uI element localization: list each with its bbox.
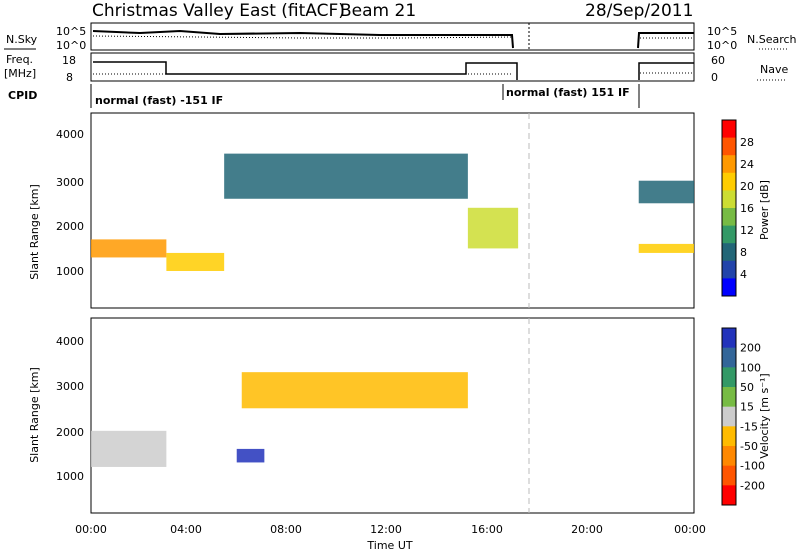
velocity-colorbar-tick-6: -100 <box>740 460 765 473</box>
nave-tick-bottom: 0 <box>711 71 718 84</box>
power-colorbar-swatch-2 <box>722 155 736 174</box>
velocity-colorbar-tick-0: 200 <box>740 342 761 355</box>
velocity-colorbar-tick-1: 100 <box>740 361 761 374</box>
nsky-tick-bottom: 10^0 <box>56 39 86 52</box>
velocity-colorbar-swatch-2 <box>722 367 736 388</box>
power-colorbar-swatch-9 <box>722 278 736 297</box>
power-colorbar-swatch-4 <box>722 190 736 209</box>
freq-tick-top: 18 <box>62 54 76 67</box>
power-colorbar-swatch-1 <box>722 137 736 156</box>
velocity-colorbar-swatch-8 <box>722 485 736 506</box>
xtick-1600: 16:00 <box>471 523 503 536</box>
cpid-label: CPID <box>8 89 37 102</box>
nsky-label: N.Sky <box>6 33 38 46</box>
velocity-colorbar-swatch-7 <box>722 465 736 486</box>
power-band-3 <box>467 207 519 249</box>
velocity-colorbar-swatch-5 <box>722 426 736 447</box>
power-colorbar-tick-1: 24 <box>740 158 754 171</box>
power-colorbar-tick-3: 16 <box>740 202 754 215</box>
power-colorbar-tick-5: 8 <box>740 246 747 259</box>
power-colorbar-tick-2: 20 <box>740 180 754 193</box>
velocity-colorbar-swatch-4 <box>722 406 736 427</box>
velocity-colorbar-tick-4: -15 <box>740 420 758 433</box>
velocity-colorbar-swatch-1 <box>722 347 736 368</box>
freq-label: Freq. <box>6 53 33 66</box>
velocity-ytick-2000: 2000 <box>56 426 84 439</box>
velocity-ytick-4000: 4000 <box>56 335 84 348</box>
velocity-ylabel: Slant Range [km] <box>28 367 41 463</box>
power-colorbar-swatch-6 <box>722 225 736 244</box>
power-colorbar-swatch-0 <box>722 120 736 139</box>
velocity-ytick-3000: 3000 <box>56 380 84 393</box>
power-ytick-4000: 4000 <box>56 128 84 141</box>
power-panel: Slant Range [km] 4000 3000 2000 1000 282… <box>28 112 771 309</box>
cpid-segment-2: normal (fast) 151 IF <box>506 86 630 99</box>
power-colorbar: 28 24 20 16 12 8 4 <box>721 119 754 297</box>
power-data-layer <box>91 153 694 271</box>
freq-trace <box>93 61 694 80</box>
velocity-panel: Slant Range [km] 4000 3000 2000 1000 200… <box>28 317 771 514</box>
freq-unit: [MHz] <box>4 67 36 80</box>
power-band-2 <box>224 153 468 199</box>
beam-label: Beam 21 <box>340 1 416 21</box>
power-colorbar-tick-6: 4 <box>740 268 747 281</box>
velocity-colorbar-swatch-3 <box>722 387 736 408</box>
xtick-0000: 00:00 <box>75 523 107 536</box>
power-ytick-2000: 2000 <box>56 220 84 233</box>
nsky-panel: N.Sky 10^5 10^0 10^5 10^0 N.Search <box>4 22 797 52</box>
power-colorbar-tick-0: 28 <box>740 136 754 149</box>
cpid-panel: CPID normal (fast) -151 IF normal (fast)… <box>8 84 640 108</box>
xtick-1200: 12:00 <box>370 523 402 536</box>
nsearch-trace <box>92 35 694 39</box>
nave-trace <box>93 72 694 75</box>
velocity-colorbar-label: Velocity [m s⁻¹] <box>758 373 771 458</box>
power-band-0 <box>91 239 167 258</box>
power-ylabel: Slant Range [km] <box>28 184 41 280</box>
velocity-colorbar-swatch-6 <box>722 446 736 467</box>
freq-panel: Freq. [MHz] 18 8 60 0 Nave <box>4 52 788 84</box>
x-axis-label: Time UT <box>366 539 412 552</box>
date-label: 28/Sep/2011 <box>585 1 693 21</box>
power-band-5 <box>638 180 694 204</box>
nsky-trace <box>92 29 694 49</box>
nave-label: Nave <box>760 63 788 76</box>
power-colorbar-swatch-3 <box>722 172 736 191</box>
nsky-tick-right-top: 10^5 <box>707 25 737 38</box>
velocity-region-0 <box>91 430 167 467</box>
nsky-tick-top: 10^5 <box>56 25 86 38</box>
power-colorbar-swatch-5 <box>722 208 736 227</box>
power-ytick-1000: 1000 <box>56 265 84 278</box>
velocity-colorbar-tick-2: 50 <box>740 381 754 394</box>
velocity-data-layer <box>91 372 468 467</box>
nsearch-label: N.Search <box>747 33 797 46</box>
cpid-segment-1: normal (fast) -151 IF <box>95 94 223 107</box>
velocity-colorbar-tick-7: -200 <box>740 479 765 492</box>
xtick-0400: 04:00 <box>170 523 202 536</box>
power-ytick-3000: 3000 <box>56 176 84 189</box>
plot-title: Christmas Valley East (fitACF) <box>92 1 345 21</box>
power-colorbar-swatch-7 <box>722 243 736 262</box>
power-band-4 <box>638 243 694 253</box>
nsky-tick-right-bottom: 10^0 <box>707 39 737 52</box>
velocity-ytick-1000: 1000 <box>56 470 84 483</box>
x-axis: 00:00 04:00 08:00 12:00 16:00 20:00 00:0… <box>75 523 706 552</box>
power-colorbar-tick-4: 12 <box>740 224 754 237</box>
velocity-colorbar-tick-3: 15 <box>740 401 754 414</box>
xtick-2000: 20:00 <box>571 523 603 536</box>
nave-tick-top: 60 <box>711 54 725 67</box>
power-colorbar-label: Power [dB] <box>758 180 771 240</box>
velocity-colorbar: 200 100 50 15 -15 -50 -100 -200 <box>721 327 765 506</box>
velocity-colorbar-swatch-0 <box>722 328 736 349</box>
power-colorbar-swatch-8 <box>722 260 736 279</box>
xtick-0800: 08:00 <box>270 523 302 536</box>
velocity-colorbar-tick-5: -50 <box>740 440 758 453</box>
power-band-1 <box>166 252 225 271</box>
freq-tick-bottom: 8 <box>66 71 73 84</box>
velocity-region-1 <box>236 448 265 463</box>
xtick-2400: 00:00 <box>674 523 706 536</box>
velocity-region-2 <box>241 372 468 409</box>
